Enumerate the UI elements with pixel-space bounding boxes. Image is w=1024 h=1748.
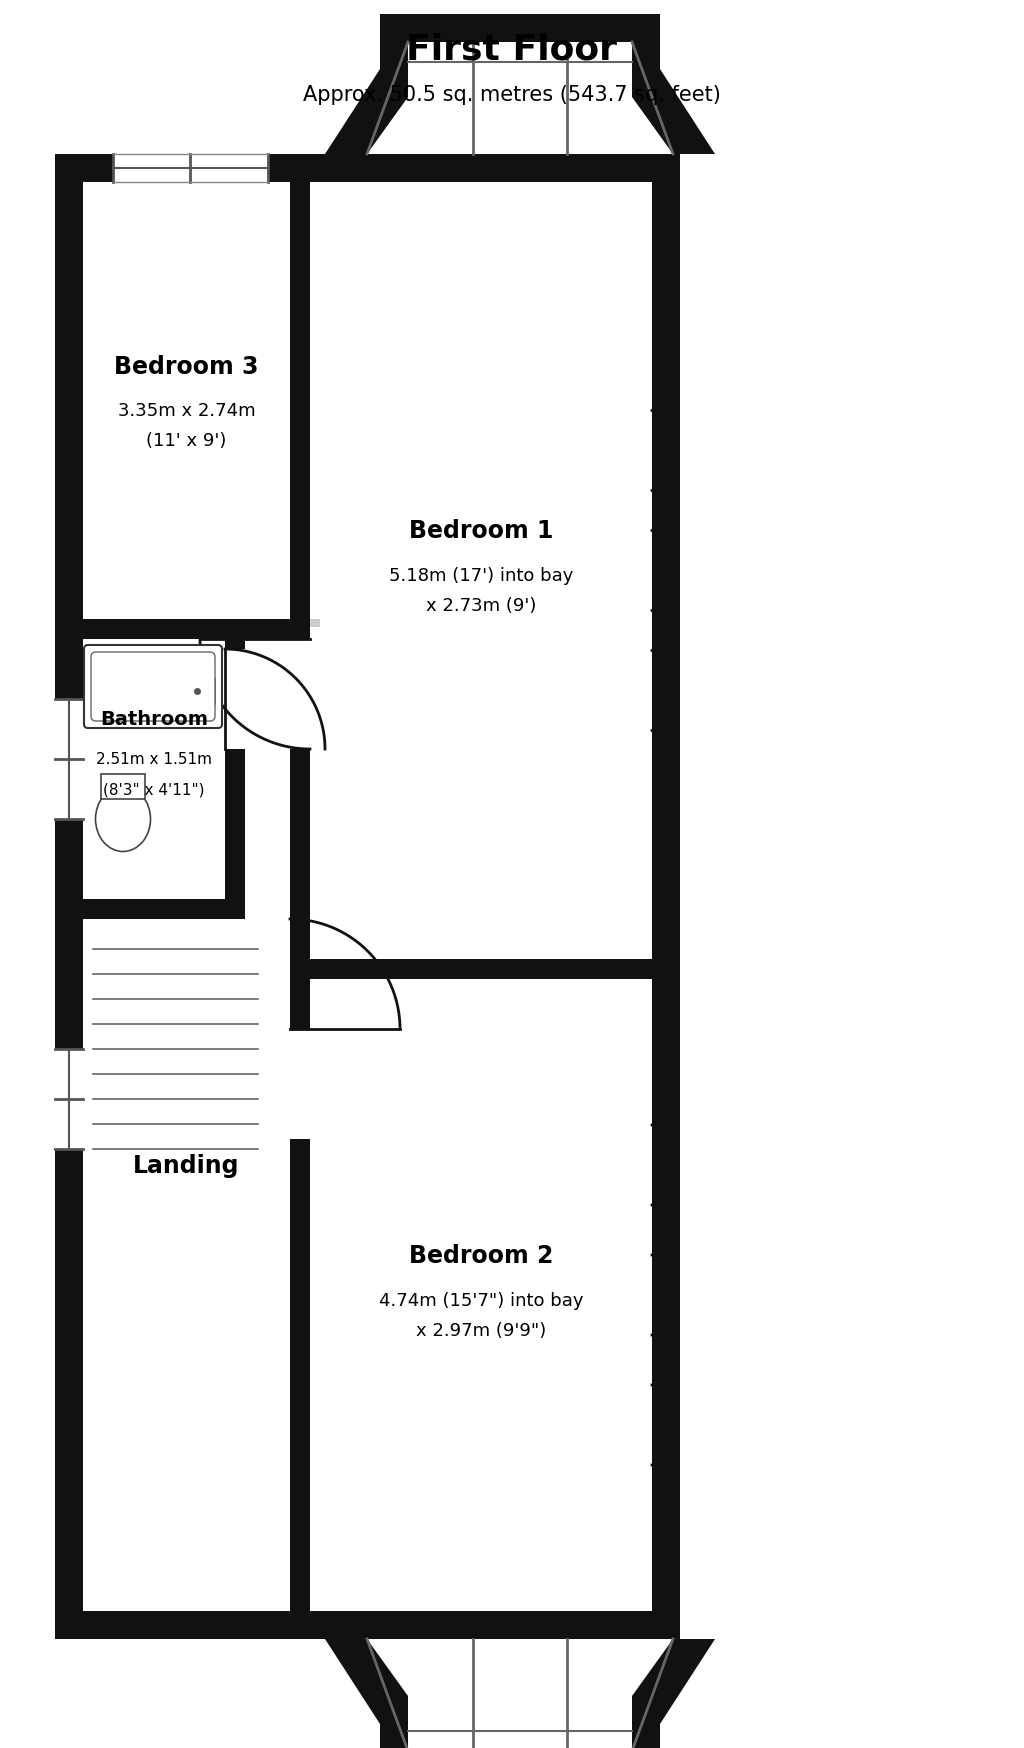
Bar — [290, 156, 310, 1640]
Bar — [55, 1049, 85, 1150]
Bar — [319, 184, 652, 960]
Text: x 2.73m (9'): x 2.73m (9') — [426, 598, 537, 615]
Text: Bathroom: Bathroom — [100, 710, 208, 729]
Bar — [288, 1030, 312, 1140]
Bar — [91, 647, 233, 907]
Ellipse shape — [95, 787, 151, 851]
Text: 3.35m x 2.74m: 3.35m x 2.74m — [118, 402, 255, 420]
Polygon shape — [367, 44, 673, 156]
FancyBboxPatch shape — [84, 645, 222, 729]
Text: (11' x 9'): (11' x 9') — [146, 432, 226, 451]
Bar — [290, 156, 680, 184]
Bar — [290, 1612, 680, 1640]
Bar — [83, 919, 300, 1612]
Bar — [55, 619, 310, 640]
Bar — [83, 184, 355, 619]
Text: 2.51m x 1.51m: 2.51m x 1.51m — [96, 752, 212, 767]
Bar — [328, 988, 660, 1619]
Bar — [225, 619, 245, 919]
Text: Bedroom 2: Bedroom 2 — [409, 1243, 553, 1267]
Bar — [55, 156, 310, 184]
Bar — [91, 928, 308, 1619]
Bar — [180, 680, 215, 704]
Text: (8'3" x 4'11"): (8'3" x 4'11") — [103, 781, 205, 797]
Polygon shape — [325, 16, 715, 156]
Bar — [101, 774, 145, 799]
Text: 5.18m (17') into bay: 5.18m (17') into bay — [389, 566, 573, 586]
Bar — [223, 650, 247, 750]
Bar — [83, 640, 225, 900]
Text: First Floor: First Floor — [407, 33, 617, 66]
Bar — [319, 979, 652, 1612]
FancyBboxPatch shape — [91, 652, 215, 722]
Bar — [328, 191, 660, 967]
Text: Bedroom 3: Bedroom 3 — [115, 355, 259, 378]
Bar — [55, 1612, 310, 1640]
Bar — [113, 156, 268, 185]
Bar — [91, 191, 362, 628]
Bar — [652, 184, 680, 1640]
Polygon shape — [325, 1640, 715, 1748]
Bar — [288, 640, 312, 750]
Text: x 2.97m (9'9"): x 2.97m (9'9") — [416, 1321, 546, 1339]
Polygon shape — [367, 1640, 673, 1748]
Bar — [290, 960, 680, 979]
Text: Bedroom 1: Bedroom 1 — [409, 519, 553, 544]
Text: 4.74m (15'7") into bay: 4.74m (15'7") into bay — [379, 1292, 584, 1309]
Bar — [55, 699, 85, 820]
Bar — [55, 156, 83, 1640]
Text: Landing: Landing — [133, 1154, 240, 1178]
Bar — [55, 900, 234, 919]
Text: Approx. 50.5 sq. metres (543.7 sq. feet): Approx. 50.5 sq. metres (543.7 sq. feet) — [303, 86, 721, 105]
